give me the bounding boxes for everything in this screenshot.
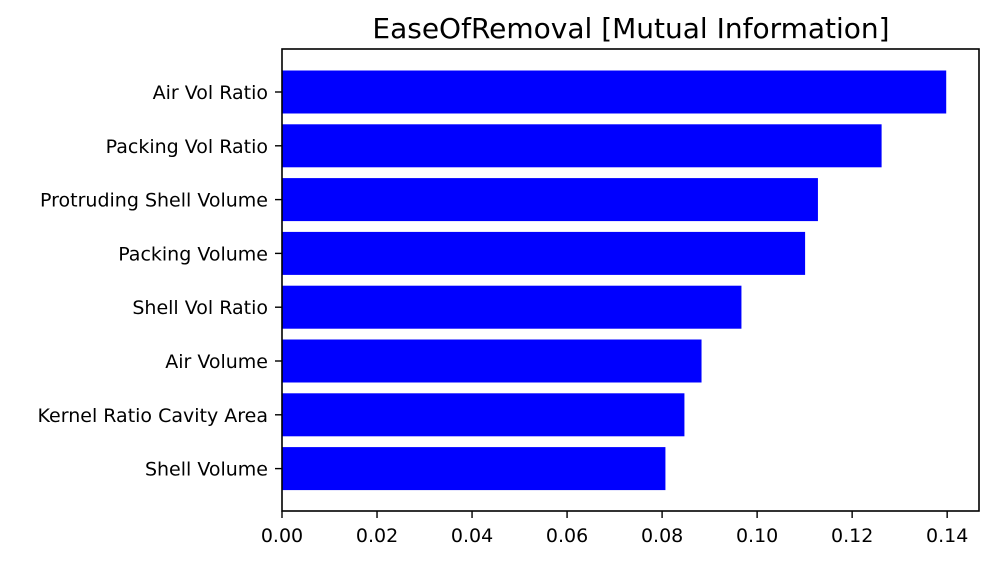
y-tick-label: Air Volume — [165, 351, 268, 373]
bar-2 — [282, 124, 882, 168]
bar-6 — [282, 339, 702, 383]
x-axis-ticks: 0.00 0.02 0.04 0.06 0.08 0.10 0.12 0.14 — [261, 511, 968, 547]
x-tick-label: 0.12 — [831, 525, 873, 547]
bar-4 — [282, 231, 806, 275]
bar-3 — [282, 178, 818, 222]
bar-8 — [282, 447, 666, 491]
x-tick-label: 0.14 — [926, 525, 968, 547]
y-tick-label: Shell Vol Ratio — [132, 297, 268, 319]
bars-group — [282, 70, 947, 491]
bar-5 — [282, 285, 742, 329]
y-tick-label: Shell Volume — [145, 459, 268, 481]
x-tick-label: 0.02 — [356, 525, 398, 547]
x-tick-label: 0.04 — [451, 525, 493, 547]
y-tick-label: Packing Volume — [118, 243, 268, 265]
y-tick-label: Air Vol Ratio — [153, 82, 268, 104]
bar-1 — [282, 70, 947, 114]
y-tick-label: Protruding Shell Volume — [40, 190, 268, 212]
y-axis-ticks: Air Vol Ratio Packing Vol Ratio Protruding… — [38, 82, 282, 481]
plot-frame — [281, 48, 980, 512]
x-tick-label: 0.08 — [641, 525, 683, 547]
y-tick-label: Packing Vol Ratio — [106, 136, 268, 158]
x-tick-label: 0.06 — [546, 525, 588, 547]
y-tick-label: Kernel Ratio Cavity Area — [38, 405, 268, 427]
x-tick-label: 0.00 — [261, 525, 303, 547]
chart-title: EaseOfRemoval [Mutual Information] — [372, 12, 889, 45]
x-tick-label: 0.10 — [736, 525, 778, 547]
bar-7 — [282, 393, 685, 437]
